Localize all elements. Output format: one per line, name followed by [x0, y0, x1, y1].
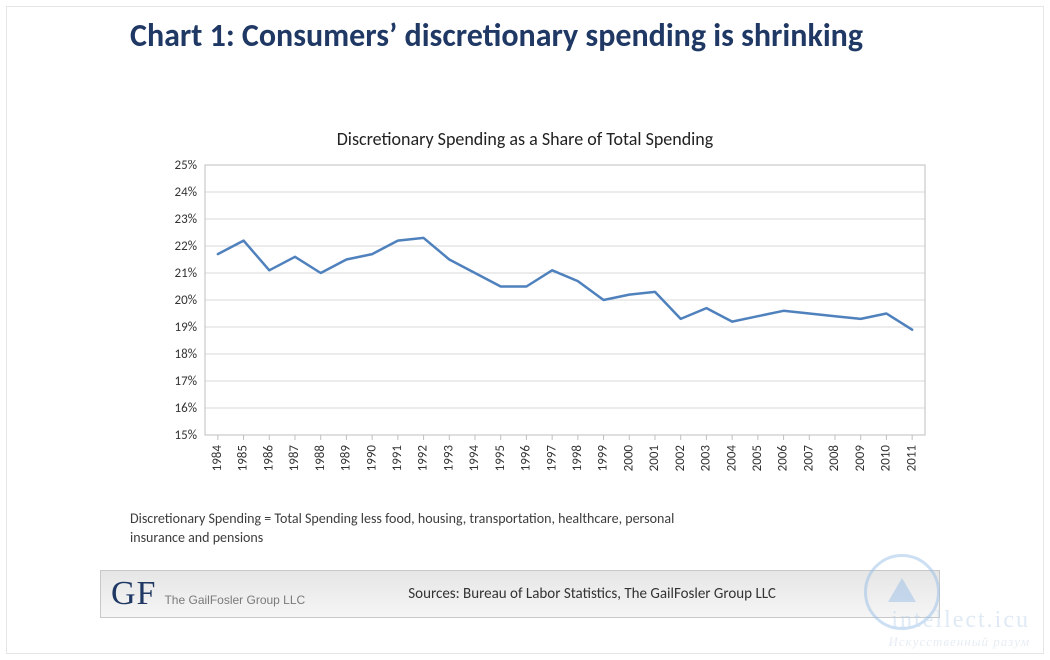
svg-text:1989: 1989: [339, 445, 354, 472]
svg-text:17%: 17%: [175, 374, 197, 389]
svg-text:1997: 1997: [544, 445, 559, 472]
chart-title: Discretionary Spending as a Share of Tot…: [0, 128, 1050, 150]
svg-text:1986: 1986: [261, 445, 276, 472]
svg-text:2000: 2000: [621, 445, 636, 472]
svg-text:18%: 18%: [175, 347, 197, 362]
svg-text:23%: 23%: [175, 212, 197, 227]
svg-text:2009: 2009: [853, 445, 868, 472]
slide: { "headline": "Chart 1: Consumers’ discr…: [0, 0, 1050, 660]
svg-text:2008: 2008: [827, 445, 842, 472]
svg-text:2003: 2003: [699, 445, 714, 472]
sources-text: Sources: Bureau of Labor Statistics, The…: [305, 585, 939, 603]
footer-bar: GF The GailFosler Group LLC Sources: Bur…: [100, 570, 940, 618]
svg-text:2001: 2001: [647, 445, 662, 471]
svg-text:21%: 21%: [175, 266, 197, 281]
svg-text:1991: 1991: [390, 445, 405, 471]
svg-text:20%: 20%: [175, 293, 197, 308]
svg-text:19%: 19%: [175, 320, 197, 335]
svg-text:16%: 16%: [175, 401, 197, 416]
svg-text:15%: 15%: [175, 428, 197, 443]
svg-text:24%: 24%: [175, 185, 197, 200]
svg-text:1990: 1990: [364, 445, 379, 472]
logo-subtext: The GailFosler Group LLC: [164, 593, 305, 607]
logo-initials: GF: [111, 575, 156, 613]
svg-text:1985: 1985: [236, 445, 251, 471]
svg-text:25%: 25%: [175, 160, 197, 173]
svg-text:1984: 1984: [210, 445, 225, 472]
svg-text:1998: 1998: [570, 445, 585, 472]
svg-text:2007: 2007: [801, 445, 816, 472]
svg-text:2005: 2005: [750, 445, 765, 471]
svg-text:2004: 2004: [724, 445, 739, 472]
svg-text:1994: 1994: [467, 445, 482, 472]
chart-headline: Chart 1: Consumers’ discretionary spendi…: [130, 18, 890, 55]
svg-text:1999: 1999: [596, 445, 611, 472]
svg-text:2006: 2006: [776, 445, 791, 472]
watermark-line2: Искусственный разум: [888, 634, 1030, 650]
svg-text:2011: 2011: [904, 445, 919, 471]
chart-footnote: Discretionary Spending = Total Spending …: [130, 510, 690, 548]
svg-text:1988: 1988: [313, 445, 328, 472]
svg-text:1987: 1987: [287, 445, 302, 472]
svg-text:1995: 1995: [493, 445, 508, 471]
brand-logo: GF The GailFosler Group LLC: [101, 575, 305, 613]
svg-text:2010: 2010: [879, 445, 894, 472]
svg-text:1992: 1992: [416, 445, 431, 472]
svg-text:1993: 1993: [441, 445, 456, 472]
svg-text:22%: 22%: [175, 239, 197, 254]
svg-text:1996: 1996: [519, 445, 534, 472]
line-chart: 15% 16% 17% 18% 19% 20% 21% 22% 23% 24% 25% 1984 198…: [150, 160, 950, 500]
svg-text:2002: 2002: [673, 445, 688, 472]
